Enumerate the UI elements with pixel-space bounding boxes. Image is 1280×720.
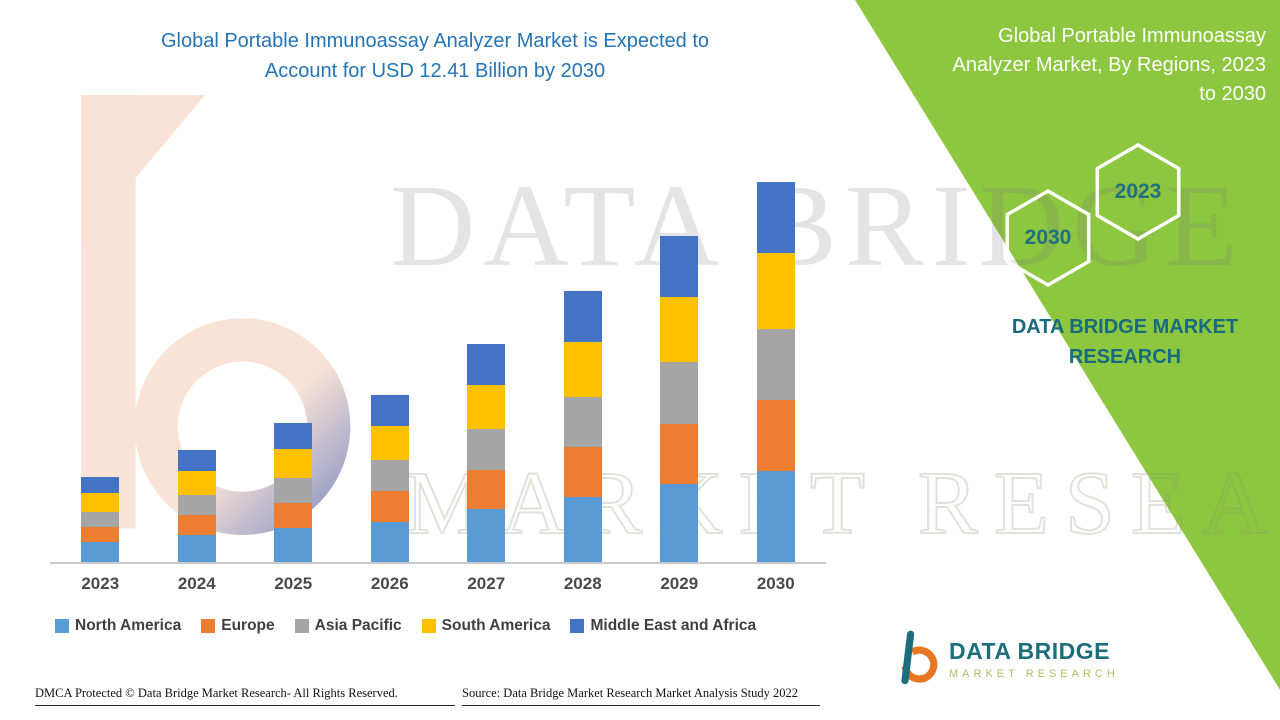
bar-2026 [370,394,409,562]
bar-2028-segment-europe [563,447,602,498]
watermark-b-logo [81,94,351,536]
chart-title: Global Portable Immunoassay Analyzer Mar… [160,30,710,82]
bar-2023-segment-asia-pacific [81,511,120,527]
legend-label-south-america: South America [441,617,551,634]
bar-2028-segment-south-america [563,341,602,397]
legend-label-europe: Europe [221,617,275,634]
dmca-notice: DMCA Protected © Data Bridge Market Rese… [35,686,455,706]
dbmr-logo-b-icon [901,630,938,685]
watermark-market-research-text: MARKET RESEARCH [404,453,1280,554]
bar-2028-segment-north-america [563,497,602,562]
legend-swatch-south-america [421,619,436,633]
bar-2024 [177,450,216,562]
bar-2027-segment-middle-east-and-africa [467,344,506,385]
bar-2027-segment-asia-pacific [467,429,506,470]
legend-swatch-north-america [55,619,69,633]
bar-2029-segment-asia-pacific [660,362,699,424]
bar-2024-segment-north-america [177,535,216,562]
bar-2030-segment-north-america [756,470,795,562]
legend-item-south-america: South America [421,617,551,635]
bar-2026-segment-asia-pacific [370,460,409,492]
legend-item-europe: Europe [201,617,275,635]
brand-wordmark: DATA BRIDGE MARKET RESEARCH [1011,316,1239,368]
bar-2030-segment-middle-east-and-africa [756,182,795,254]
bar-2023 [81,476,120,562]
bar-2029 [660,236,699,562]
source-note: Source: Data Bridge Market Research Mark… [462,686,820,706]
bar-2023-segment-north-america [81,542,120,562]
x-axis-label-2025: 2025 [274,574,313,593]
legend-swatch-europe [201,619,216,633]
bar-2025-segment-europe [274,503,313,529]
legend-item-north-america: North America [55,617,181,635]
bar-2028 [563,291,602,562]
legend-swatch-asia-pacific [294,619,309,633]
legend-label-north-america: North America [75,617,182,634]
bar-2029-segment-europe [660,423,699,484]
dbmr-logo-text: DATA BRIDGE MARKET RESEARCH [949,638,1119,680]
x-axis-label-2026: 2026 [370,574,409,593]
bar-2027-segment-south-america [467,384,506,430]
bar-2030-segment-asia-pacific [756,329,795,401]
bar-2029-segment-north-america [660,483,699,562]
x-axis-label-2029: 2029 [660,574,699,593]
bar-2023-segment-south-america [81,492,120,512]
x-axis-line [50,562,826,564]
x-axis-label-2023: 2023 [81,574,120,593]
legend-item-asia-pacific: Asia Pacific [294,617,402,635]
x-axis-label-2024: 2024 [177,574,216,593]
bar-2025-segment-asia-pacific [274,478,313,504]
panel-title: Global Portable Immunoassay Analyzer Mar… [952,25,1267,105]
logo-subtitle: MARKET RESEARCH [949,668,1119,680]
bar-2023-segment-europe [81,526,120,543]
bar-2026-segment-middle-east-and-africa [370,394,409,427]
x-axis-labels: 2023 2024 2025 2026 2027 2028 2029 2030 [52,574,824,594]
legend-item-middle-east-and-africa: Middle East and Africa [570,617,756,635]
bar-2024-segment-europe [177,514,216,536]
bar-2027 [467,344,506,562]
legend-swatch-middle-east-and-africa [570,619,585,633]
bar-2026-segment-europe [370,491,409,522]
logo-name: DATA BRIDGE [949,638,1110,664]
hexagon-2023-label: 2023 [1114,180,1162,203]
bar-2024-segment-middle-east-and-africa [177,450,216,472]
bar-2028-segment-asia-pacific [563,396,602,448]
bar-2029-segment-middle-east-and-africa [660,236,699,297]
chart-legend: North America Europe Asia Pacific South Ame… [55,617,845,635]
bar-2030-segment-europe [756,400,795,471]
bar-2030 [756,182,795,562]
bar-2030-segment-south-america [756,253,795,330]
bar-2029-segment-south-america [660,296,699,363]
dbmr-logo: DATA BRIDGE MARKET RESEARCH [893,630,1119,688]
hexagon-2030-label: 2030 [1024,226,1072,249]
legend-label-asia-pacific: Asia Pacific [314,617,402,634]
bar-2025-segment-south-america [274,449,313,479]
x-axis-label-2030: 2030 [756,574,795,593]
bar-2028-segment-middle-east-and-africa [563,291,602,342]
bar-2024-segment-south-america [177,471,216,496]
stacked-bar-chart [52,160,824,562]
bar-2025-segment-north-america [274,528,313,562]
bar-2025 [274,423,313,562]
bar-2027-segment-north-america [467,509,506,562]
bar-2026-segment-north-america [370,521,409,562]
bar-2024-segment-asia-pacific [177,495,216,515]
x-axis-label-2028: 2028 [563,574,602,593]
bar-2026-segment-south-america [370,426,409,461]
x-axis-label-2027: 2027 [467,574,506,593]
legend-label-middle-east-and-africa: Middle East and Africa [590,617,757,634]
bar-2027-segment-europe [467,469,506,510]
bar-2025-segment-middle-east-and-africa [274,423,313,450]
bar-2023-segment-middle-east-and-africa [81,476,120,493]
